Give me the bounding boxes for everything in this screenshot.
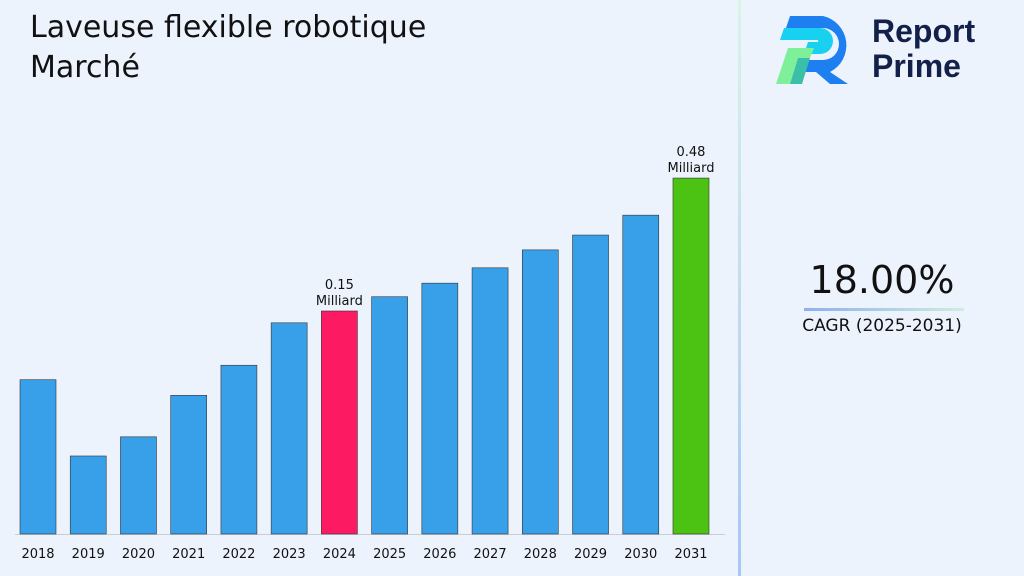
- bar-2023: [270, 322, 308, 535]
- bar-2022: [220, 364, 258, 535]
- bar-2028: [521, 249, 559, 535]
- x-tick-label: 2021: [172, 547, 205, 562]
- bar-2024: [321, 310, 358, 535]
- logo-text: Report Prime: [872, 13, 976, 84]
- data-label-unit: Milliard: [667, 161, 714, 176]
- x-tick-label: 2022: [222, 547, 255, 562]
- x-tick-label: 2029: [574, 547, 607, 562]
- x-tick-label: 2023: [273, 547, 306, 562]
- x-tick-label: 2027: [474, 547, 507, 562]
- cagr-label: CAGR (2025-2031): [802, 316, 962, 336]
- bar-2031: [672, 177, 710, 535]
- x-tick-label: 2031: [674, 547, 707, 562]
- bar-2025: [371, 296, 408, 535]
- x-tick-label: 2026: [423, 547, 456, 562]
- data-label-value: 0.48: [677, 145, 706, 160]
- divider: [738, 0, 741, 576]
- bar-chart: 2018 2019 2020 2021 2022 2023 20240.15Milliard…: [15, 145, 725, 562]
- data-label-value: 0.15: [325, 278, 354, 293]
- cagr-underline: [804, 308, 964, 311]
- x-tick-label: 2030: [624, 547, 657, 562]
- bar-2026: [421, 282, 459, 535]
- bar-2020: [120, 436, 157, 535]
- x-tick-label: 2024: [323, 547, 356, 562]
- bar-2029: [572, 234, 609, 535]
- x-tick-label: 2020: [122, 547, 155, 562]
- chart-title: Laveuse flexible robotique Marché: [30, 10, 427, 85]
- bar-2027: [471, 267, 509, 535]
- bar-2019: [69, 455, 107, 535]
- x-tick-label: 2019: [72, 547, 105, 562]
- bar-2030: [622, 214, 660, 535]
- x-tick-label: 2028: [524, 547, 557, 562]
- x-tick-label: 2018: [21, 547, 54, 562]
- x-tick-label: 2025: [373, 547, 406, 562]
- bar-2021: [170, 395, 207, 535]
- bar-2018: [19, 379, 57, 535]
- data-label-unit: Milliard: [316, 294, 363, 309]
- report-prime-logo-icon: [776, 16, 848, 84]
- cagr-value: 18.00%: [809, 258, 955, 302]
